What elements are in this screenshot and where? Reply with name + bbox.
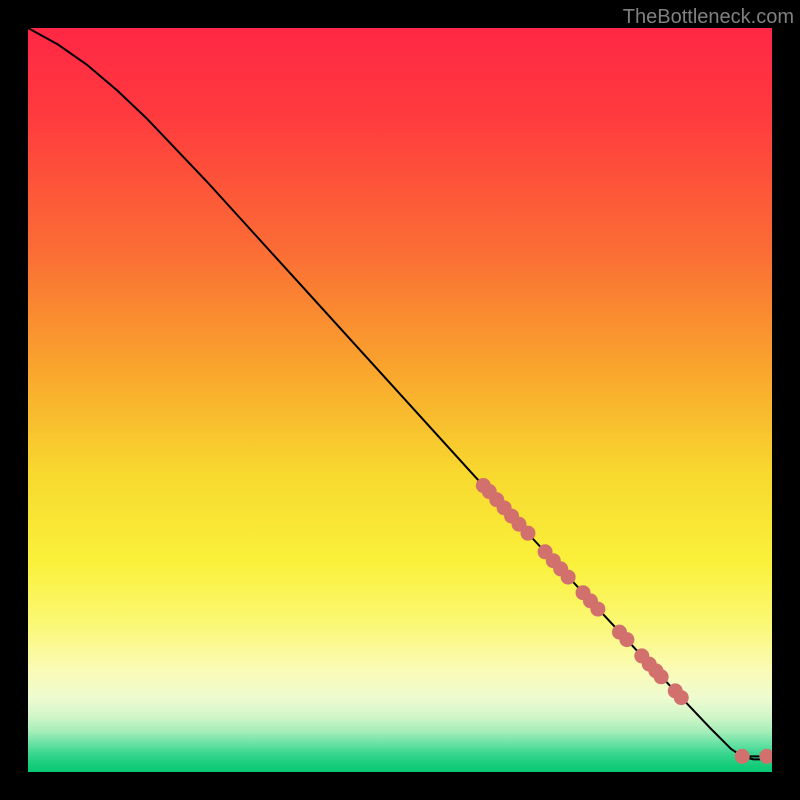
data-marker bbox=[654, 670, 668, 684]
data-marker bbox=[591, 602, 605, 616]
data-marker bbox=[674, 691, 688, 705]
gradient-background bbox=[28, 28, 772, 772]
data-marker bbox=[620, 633, 634, 647]
data-marker bbox=[735, 749, 749, 763]
chart-svg bbox=[28, 28, 772, 772]
data-marker bbox=[760, 749, 772, 763]
plot-area bbox=[28, 28, 772, 772]
data-marker bbox=[561, 570, 575, 584]
chart-frame: TheBottleneck.com bbox=[0, 0, 800, 800]
attribution-label: TheBottleneck.com bbox=[623, 6, 794, 29]
data-marker bbox=[521, 526, 535, 540]
